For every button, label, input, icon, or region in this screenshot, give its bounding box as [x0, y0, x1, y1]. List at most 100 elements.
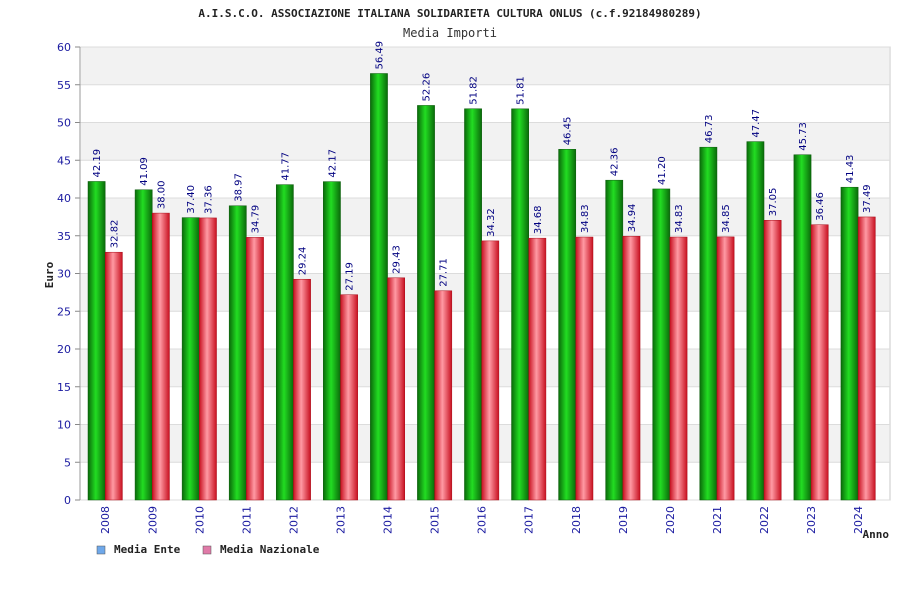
bar-media-ente-2017 [511, 108, 529, 501]
data-label: 34.79 [250, 205, 261, 234]
data-label: 41.20 [657, 156, 668, 185]
y-tick-label: 25 [57, 305, 71, 318]
bar-media-ente-2020 [652, 188, 671, 501]
bar-media-nazionale-2018 [575, 236, 594, 501]
legend-label-media-nazionale: Media Nazionale [220, 543, 320, 556]
legend: Media Ente Media Nazionale [96, 543, 320, 556]
y-tick-label: 5 [64, 456, 71, 469]
bars [87, 73, 876, 501]
data-label: 46.45 [563, 117, 574, 146]
x-tick-label: 2020 [664, 506, 677, 534]
x-tick-label: 2015 [429, 506, 442, 534]
data-label: 46.73 [704, 115, 715, 144]
y-tick-label: 35 [57, 230, 71, 243]
legend-label-media-ente: Media Ente [114, 543, 181, 556]
bar-media-ente-2011 [228, 205, 247, 501]
data-label: 34.83 [580, 204, 591, 233]
x-axis-ticks: 2008 2009 2010 2011 2012 2013 2014 2015 2016 2017… [99, 506, 865, 534]
bar-media-nazionale-2020 [669, 236, 688, 501]
data-label: 34.94 [627, 204, 638, 233]
bar-media-nazionale-2022 [763, 220, 782, 501]
y-axis-label: Euro [43, 261, 56, 288]
y-tick-label: 55 [57, 79, 71, 92]
data-labels: 42.19 32.82 41.09 38.00 37.40 37.36 38.97 34.79… [92, 41, 873, 291]
data-label: 45.73 [798, 122, 809, 151]
bar-media-ente-2023 [793, 154, 812, 501]
y-tick-label: 0 [64, 494, 71, 507]
data-label: 42.36 [610, 148, 621, 177]
data-label: 41.43 [845, 155, 856, 184]
bar-media-nazionale-2015 [434, 290, 453, 501]
data-label: 41.77 [280, 152, 291, 181]
grid-band [81, 47, 889, 85]
data-label: 38.97 [233, 173, 244, 202]
bar-media-ente-2019 [605, 179, 624, 501]
x-tick-label: 2021 [711, 506, 724, 534]
bar-media-ente-2015 [417, 105, 435, 501]
bar-media-ente-2022 [746, 141, 765, 501]
bar-media-nazionale-2009 [152, 212, 170, 501]
bar-media-ente-2014 [370, 73, 388, 501]
y-axis-ticks: 0 5 10 15 20 25 30 35 40 45 50 55 60 [57, 41, 81, 507]
y-tick-label: 60 [57, 41, 71, 54]
data-label: 56.49 [374, 41, 385, 70]
bar-media-ente-2016 [464, 108, 482, 501]
y-tick-label: 20 [57, 343, 71, 356]
bar-media-ente-2009 [134, 189, 153, 501]
bar-media-nazionale-2024 [857, 216, 876, 501]
bar-media-ente-2024 [840, 186, 859, 501]
x-tick-label: 2016 [476, 506, 489, 534]
bar-media-nazionale-2010 [199, 217, 217, 501]
data-label: 34.68 [533, 206, 544, 235]
bar-media-nazionale-2016 [481, 240, 500, 501]
data-label: 34.85 [721, 204, 732, 233]
data-label: 34.32 [486, 208, 497, 237]
legend-swatch-media-nazionale [202, 545, 212, 555]
x-axis-label: Anno [863, 528, 890, 541]
data-label: 47.47 [751, 109, 762, 138]
x-tick-label: 2012 [287, 506, 300, 534]
bar-media-nazionale-2011 [246, 237, 264, 501]
bar-media-ente-2013 [323, 181, 341, 501]
bar-media-nazionale-2017 [528, 237, 547, 501]
chart-title: A.I.S.C.O. ASSOCIAZIONE ITALIANA SOLIDAR… [198, 7, 701, 20]
x-tick-label: 2011 [240, 506, 253, 534]
data-label: 37.05 [768, 188, 779, 217]
bar-media-nazionale-2014 [387, 277, 406, 501]
data-label: 36.46 [815, 192, 826, 221]
x-tick-label: 2014 [382, 506, 395, 534]
y-tick-label: 10 [57, 419, 71, 432]
data-label: 51.81 [516, 76, 527, 105]
data-label: 32.82 [109, 220, 120, 249]
data-label: 42.17 [327, 149, 338, 178]
x-tick-label: 2023 [805, 506, 818, 534]
data-label: 37.49 [862, 184, 873, 213]
x-tick-label: 2022 [758, 506, 771, 534]
bar-media-ente-2021 [699, 146, 718, 501]
y-tick-label: 50 [57, 117, 71, 130]
data-label: 29.24 [298, 247, 309, 276]
data-label: 29.43 [392, 245, 403, 274]
bar-media-ente-2012 [275, 184, 294, 501]
data-label: 41.09 [139, 157, 150, 186]
data-label: 27.19 [345, 262, 356, 291]
bar-media-ente-2018 [558, 149, 577, 501]
x-tick-label: 2018 [570, 506, 583, 534]
bar-media-ente-2010 [181, 217, 200, 501]
x-tick-label: 2019 [617, 506, 630, 534]
data-label: 38.00 [156, 180, 167, 209]
x-tick-label: 2013 [334, 506, 347, 534]
data-label: 37.40 [186, 185, 197, 214]
x-tick-label: 2024 [852, 506, 865, 534]
data-label: 52.26 [422, 73, 433, 102]
legend-swatch-media-ente [96, 545, 106, 555]
y-tick-label: 45 [57, 154, 71, 167]
bar-media-nazionale-2023 [810, 224, 829, 501]
grid-band [81, 122, 889, 161]
bar-media-nazionale-2008 [104, 251, 123, 501]
bar-media-nazionale-2019 [622, 235, 641, 501]
bar-media-nazionale-2021 [716, 236, 735, 501]
y-tick-label: 40 [57, 192, 71, 205]
x-tick-label: 2010 [193, 506, 206, 534]
